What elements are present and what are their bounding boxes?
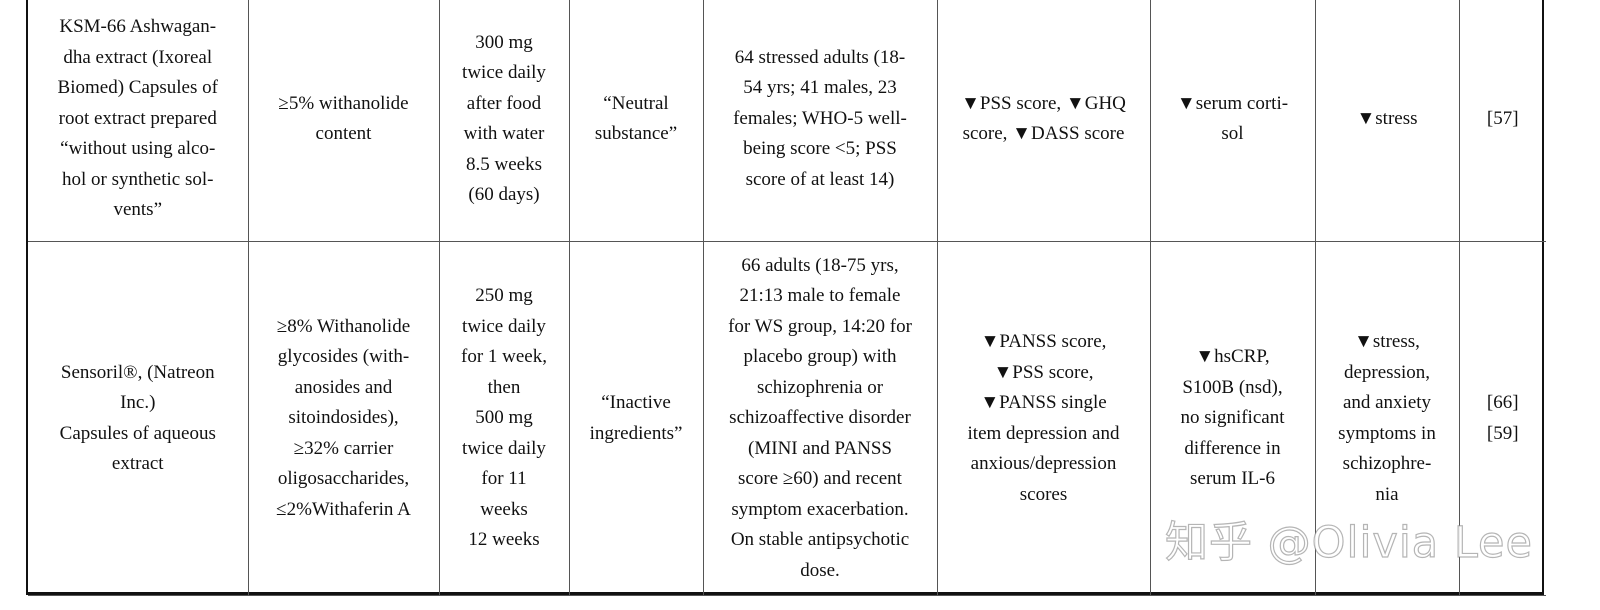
table-row: Sensoril®, (Natreon Inc.) Capsules of aq… <box>28 241 1546 596</box>
cell-participants: 64 stressed adults (18- 54 yrs; 41 males… <box>702 0 938 242</box>
cell-product: Sensoril®, (Natreon Inc.) Capsules of aq… <box>28 241 249 596</box>
cell-participants: 66 adults (18-75 yrs, 21:13 male to fema… <box>702 241 938 596</box>
cell-dosage: 300 mg twice daily after food with water… <box>438 0 570 242</box>
cell-effect: ▼stress <box>1314 0 1460 242</box>
watermark-text: 知乎 @Olivia Lee <box>1164 517 1533 568</box>
cell-reference: [57] <box>1458 0 1546 242</box>
cell-reference: [66] [59] <box>1458 241 1546 596</box>
cell-composition: ≥5% withanolide content <box>247 0 440 242</box>
cell-composition: ≥8% Withanolide glycosides (with- anosid… <box>247 241 440 596</box>
cell-product: KSM-66 Ashwagan- dha extract (Ixoreal Bi… <box>28 0 249 242</box>
study-table: KSM-66 Ashwagan- dha extract (Ixoreal Bi… <box>28 0 1546 596</box>
cell-psych-outcomes: ▼PANSS score, ▼PSS score, ▼PANSS single … <box>936 241 1151 596</box>
study-table-container: KSM-66 Ashwagan- dha extract (Ixoreal Bi… <box>26 0 1546 596</box>
cell-placebo: “Inactive ingredients” <box>568 241 704 596</box>
cell-placebo: “Neutral substance” <box>568 0 704 242</box>
cell-psych-outcomes: ▼PSS score, ▼GHQ score, ▼DASS score <box>936 0 1151 242</box>
cell-biomarkers: ▼serum corti- sol <box>1149 0 1316 242</box>
cell-dosage: 250 mg twice daily for 1 week, then 500 … <box>438 241 570 596</box>
table-row: KSM-66 Ashwagan- dha extract (Ixoreal Bi… <box>28 0 1546 242</box>
cell-effect: ▼stress, depression, and anxiety symptom… <box>1314 241 1460 596</box>
